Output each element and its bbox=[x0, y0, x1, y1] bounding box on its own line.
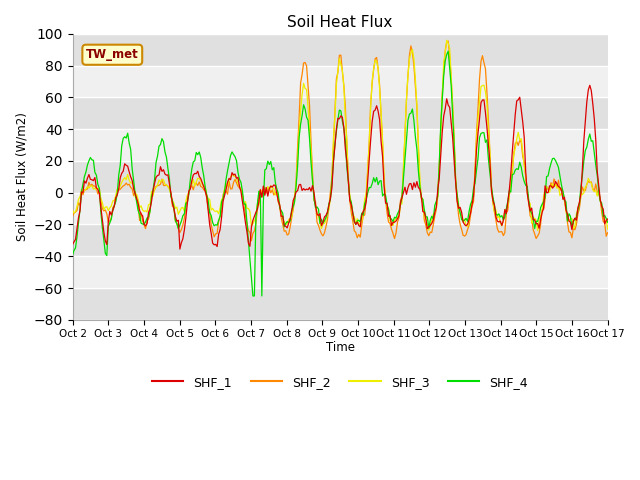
SHF_4 bbox=[604, 219, 612, 225]
SHF_3 bbox=[443, 37, 451, 43]
SHF_2 bbox=[228, 186, 236, 192]
Bar bbox=[72, 225, 608, 256]
SHF_3 bbox=[303, 87, 310, 93]
X-axis label: Time: Time bbox=[326, 341, 355, 354]
SHF_4 bbox=[444, 48, 452, 54]
SHF_2 bbox=[577, 193, 585, 199]
Bar bbox=[72, 256, 608, 288]
SHF_2 bbox=[444, 38, 452, 44]
Y-axis label: Soil Heat Flux (W/m2): Soil Heat Flux (W/m2) bbox=[15, 112, 28, 241]
SHF_4 bbox=[68, 252, 76, 258]
SHF_2 bbox=[248, 238, 255, 244]
Line: SHF_4: SHF_4 bbox=[72, 51, 608, 296]
SHF_4 bbox=[257, 190, 264, 196]
Bar bbox=[72, 66, 608, 97]
SHF_1 bbox=[257, 187, 264, 193]
SHF_1 bbox=[304, 187, 312, 192]
SHF_3 bbox=[534, 228, 541, 233]
SHF_3 bbox=[255, 203, 262, 208]
Line: SHF_2: SHF_2 bbox=[72, 41, 608, 241]
Text: TW_met: TW_met bbox=[86, 48, 139, 61]
Legend: SHF_1, SHF_2, SHF_3, SHF_4: SHF_1, SHF_2, SHF_3, SHF_4 bbox=[147, 371, 533, 394]
SHF_2 bbox=[257, 187, 264, 192]
SHF_3 bbox=[246, 209, 254, 215]
SHF_4 bbox=[246, 256, 254, 262]
SHF_2 bbox=[604, 230, 612, 236]
SHF_1 bbox=[230, 172, 237, 178]
SHF_1 bbox=[586, 83, 594, 88]
Line: SHF_1: SHF_1 bbox=[72, 85, 608, 249]
Bar bbox=[72, 129, 608, 161]
SHF_3 bbox=[228, 171, 236, 177]
Bar bbox=[72, 34, 608, 66]
SHF_4 bbox=[134, 208, 142, 214]
Bar bbox=[72, 193, 608, 225]
SHF_1 bbox=[134, 201, 142, 206]
SHF_4 bbox=[249, 293, 257, 299]
Bar bbox=[72, 161, 608, 193]
SHF_2 bbox=[246, 229, 254, 235]
SHF_1 bbox=[248, 224, 255, 230]
SHF_2 bbox=[134, 203, 142, 208]
SHF_1 bbox=[575, 200, 583, 205]
SHF_4 bbox=[304, 118, 312, 123]
SHF_2 bbox=[304, 84, 312, 89]
SHF_1 bbox=[176, 246, 184, 252]
SHF_1 bbox=[68, 242, 76, 248]
Title: Soil Heat Flux: Soil Heat Flux bbox=[287, 15, 393, 30]
SHF_4 bbox=[228, 149, 236, 155]
SHF_2 bbox=[68, 214, 76, 219]
SHF_3 bbox=[68, 207, 76, 213]
Bar bbox=[72, 288, 608, 320]
Bar bbox=[72, 97, 608, 129]
SHF_3 bbox=[577, 192, 585, 198]
SHF_3 bbox=[604, 226, 612, 232]
SHF_4 bbox=[577, 185, 585, 191]
SHF_1 bbox=[604, 216, 612, 222]
Line: SHF_3: SHF_3 bbox=[72, 40, 608, 230]
SHF_3 bbox=[134, 197, 142, 203]
